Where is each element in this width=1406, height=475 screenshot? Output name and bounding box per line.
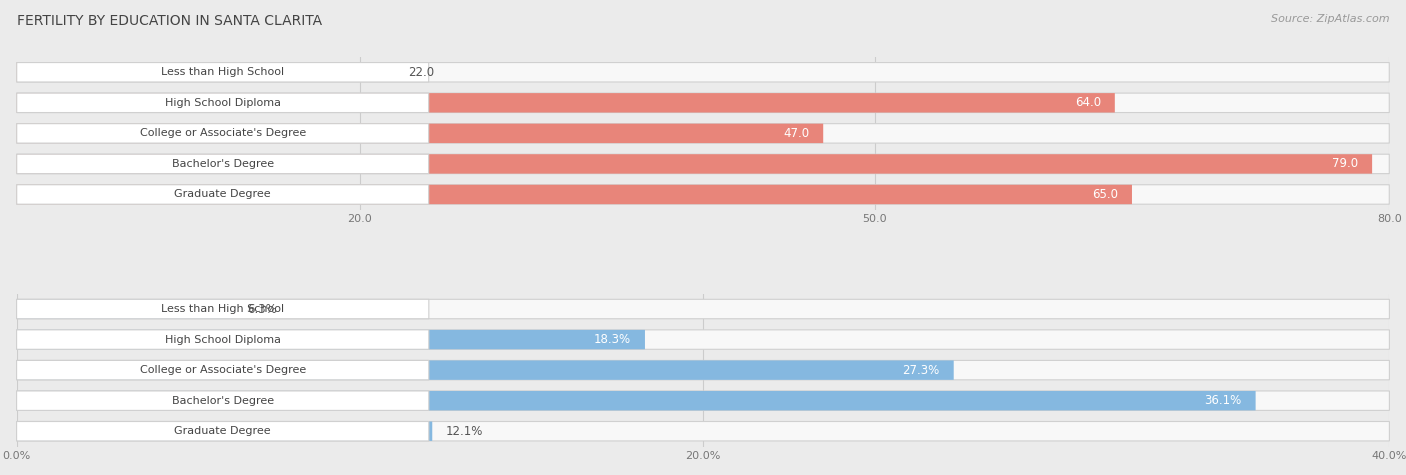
Text: FERTILITY BY EDUCATION IN SANTA CLARITA: FERTILITY BY EDUCATION IN SANTA CLARITA xyxy=(17,14,322,28)
Text: 79.0: 79.0 xyxy=(1331,157,1358,171)
Text: Less than High School: Less than High School xyxy=(162,67,284,77)
Text: 64.0: 64.0 xyxy=(1074,96,1101,109)
Text: College or Associate's Degree: College or Associate's Degree xyxy=(139,128,307,138)
FancyBboxPatch shape xyxy=(17,330,645,349)
FancyBboxPatch shape xyxy=(17,299,429,319)
FancyBboxPatch shape xyxy=(17,154,1389,174)
Text: Graduate Degree: Graduate Degree xyxy=(174,426,271,436)
Text: Source: ZipAtlas.com: Source: ZipAtlas.com xyxy=(1271,14,1389,24)
Text: 12.1%: 12.1% xyxy=(446,425,484,438)
FancyBboxPatch shape xyxy=(17,63,394,82)
Text: 18.3%: 18.3% xyxy=(593,333,631,346)
FancyBboxPatch shape xyxy=(17,63,1389,82)
FancyBboxPatch shape xyxy=(17,391,429,410)
FancyBboxPatch shape xyxy=(17,63,429,82)
Text: 27.3%: 27.3% xyxy=(903,364,939,377)
FancyBboxPatch shape xyxy=(17,124,429,143)
FancyBboxPatch shape xyxy=(17,93,429,113)
FancyBboxPatch shape xyxy=(17,421,1389,441)
FancyBboxPatch shape xyxy=(17,330,429,349)
Text: 47.0: 47.0 xyxy=(783,127,810,140)
FancyBboxPatch shape xyxy=(17,421,432,441)
FancyBboxPatch shape xyxy=(17,330,1389,349)
FancyBboxPatch shape xyxy=(17,299,1389,319)
Text: High School Diploma: High School Diploma xyxy=(165,334,281,344)
Text: Bachelor's Degree: Bachelor's Degree xyxy=(172,396,274,406)
FancyBboxPatch shape xyxy=(17,391,1256,410)
Text: 6.3%: 6.3% xyxy=(246,303,277,315)
FancyBboxPatch shape xyxy=(17,185,429,204)
Text: Less than High School: Less than High School xyxy=(162,304,284,314)
FancyBboxPatch shape xyxy=(17,124,823,143)
FancyBboxPatch shape xyxy=(17,361,1389,380)
FancyBboxPatch shape xyxy=(17,185,1132,204)
FancyBboxPatch shape xyxy=(17,185,1389,204)
FancyBboxPatch shape xyxy=(17,154,1372,174)
Text: 36.1%: 36.1% xyxy=(1205,394,1241,407)
FancyBboxPatch shape xyxy=(17,124,1389,143)
Text: Graduate Degree: Graduate Degree xyxy=(174,190,271,200)
Text: Bachelor's Degree: Bachelor's Degree xyxy=(172,159,274,169)
Text: 22.0: 22.0 xyxy=(408,66,434,79)
FancyBboxPatch shape xyxy=(17,421,429,441)
Text: High School Diploma: High School Diploma xyxy=(165,98,281,108)
FancyBboxPatch shape xyxy=(17,361,953,380)
FancyBboxPatch shape xyxy=(17,93,1115,113)
Text: 65.0: 65.0 xyxy=(1092,188,1118,201)
FancyBboxPatch shape xyxy=(17,93,1389,113)
Text: College or Associate's Degree: College or Associate's Degree xyxy=(139,365,307,375)
FancyBboxPatch shape xyxy=(17,361,429,380)
FancyBboxPatch shape xyxy=(17,299,233,319)
FancyBboxPatch shape xyxy=(17,154,429,174)
FancyBboxPatch shape xyxy=(17,391,1389,410)
